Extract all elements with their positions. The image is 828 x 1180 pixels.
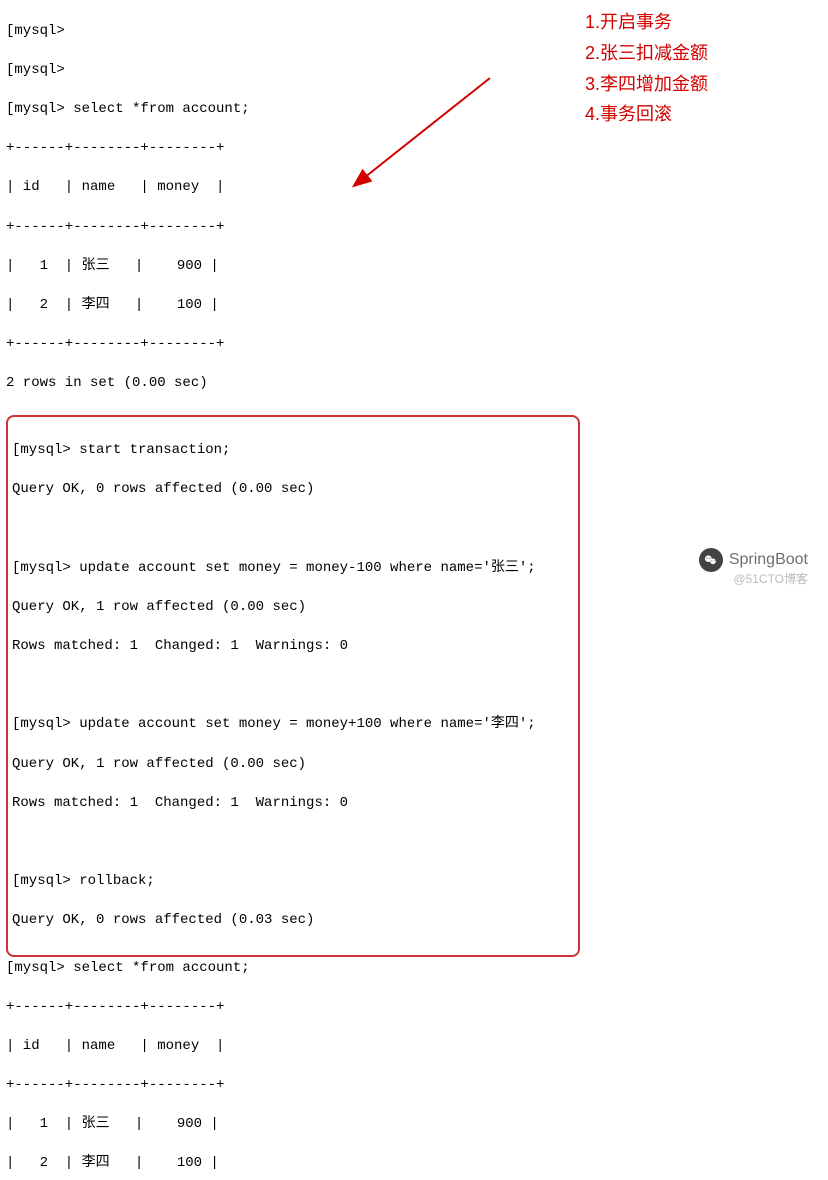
terminal-line: Query OK, 0 rows affected (0.03 sec): [12, 911, 574, 931]
terminal-line: [mysql> update account set money = money…: [12, 559, 574, 579]
terminal-line: +------+--------+--------+: [6, 998, 822, 1018]
terminal-line: [mysql> update account set money = money…: [12, 715, 574, 735]
watermark: SpringBoot: [699, 548, 808, 572]
wechat-icon: [699, 548, 723, 572]
terminal-line: [12, 676, 574, 696]
terminal-line: [mysql> rollback;: [12, 872, 574, 892]
terminal-line: [mysql> start transaction;: [12, 441, 574, 461]
terminal-line: | 1 | 张三 | 900 |: [6, 1115, 822, 1135]
terminal-line: Query OK, 1 row affected (0.00 sec): [12, 598, 574, 618]
terminal-line: | 1 | 张三 | 900 |: [6, 257, 822, 277]
terminal-output: [mysql> [mysql> [mysql> select *from acc…: [0, 0, 828, 1180]
terminal-line: Query OK, 1 row affected (0.00 sec): [12, 755, 574, 775]
terminal-line: +------+--------+--------+: [6, 139, 822, 159]
terminal-line: [12, 833, 574, 853]
annotation-item: 2.张三扣减金额: [585, 39, 708, 68]
terminal-line: | id | name | money |: [6, 178, 822, 198]
terminal-line: +------+--------+--------+: [6, 1076, 822, 1096]
annotation-item: 1.开启事务: [585, 8, 708, 37]
watermark-text: SpringBoot: [729, 549, 808, 571]
terminal-line: [12, 519, 574, 539]
terminal-line: | id | name | money |: [6, 1037, 822, 1057]
terminal-line: 2 rows in set (0.00 sec): [6, 374, 822, 394]
terminal-line: [mysql> select *from account;: [6, 959, 822, 979]
watermark-subtext: @51CTO博客: [733, 571, 808, 588]
terminal-line: | 2 | 李四 | 100 |: [6, 296, 822, 316]
terminal-line: Query OK, 0 rows affected (0.00 sec): [12, 480, 574, 500]
annotation-list: 1.开启事务 2.张三扣减金额 3.李四增加金额 4.事务回滚: [585, 8, 708, 131]
terminal-line: Rows matched: 1 Changed: 1 Warnings: 0: [12, 637, 574, 657]
terminal-line: +------+--------+--------+: [6, 335, 822, 355]
terminal-line: Rows matched: 1 Changed: 1 Warnings: 0: [12, 794, 574, 814]
annotation-item: 4.事务回滚: [585, 100, 708, 129]
annotation-item: 3.李四增加金额: [585, 70, 708, 99]
transaction-block: [mysql> start transaction; Query OK, 0 r…: [6, 415, 580, 956]
terminal-line: | 2 | 李四 | 100 |: [6, 1154, 822, 1174]
terminal-line: +------+--------+--------+: [6, 218, 822, 238]
